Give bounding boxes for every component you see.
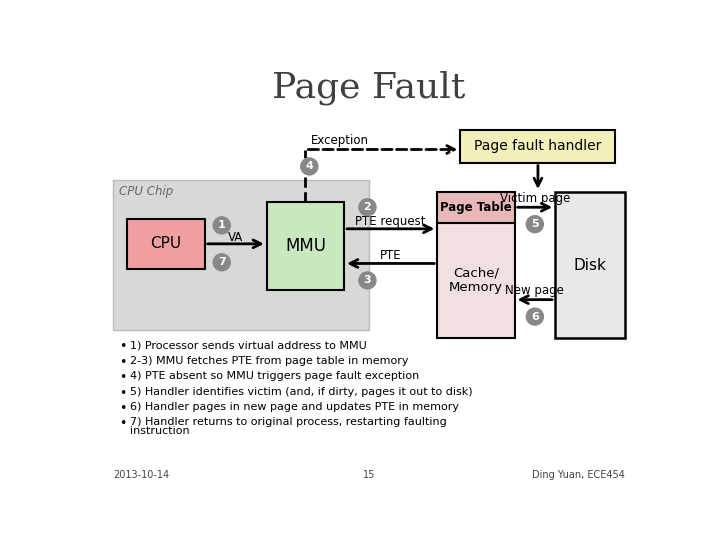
Text: PTE request: PTE request bbox=[356, 214, 426, 228]
Text: •: • bbox=[119, 387, 126, 400]
Bar bbox=[461, 130, 616, 163]
Text: 6) Handler pages in new page and updates PTE in memory: 6) Handler pages in new page and updates… bbox=[130, 402, 459, 412]
Text: Page fault handler: Page fault handler bbox=[474, 139, 602, 153]
Text: instruction: instruction bbox=[130, 426, 190, 436]
Text: 5: 5 bbox=[531, 219, 539, 229]
Bar bbox=[127, 219, 204, 269]
Bar bbox=[266, 202, 344, 291]
Circle shape bbox=[359, 199, 376, 215]
Bar bbox=[437, 192, 515, 222]
Text: 3: 3 bbox=[364, 275, 372, 286]
Text: 4: 4 bbox=[305, 161, 313, 171]
Bar bbox=[555, 192, 625, 338]
Text: •: • bbox=[119, 340, 126, 354]
Text: MMU: MMU bbox=[285, 237, 326, 255]
Text: CPU Chip: CPU Chip bbox=[120, 185, 174, 198]
Text: 1) Processor sends virtual address to MMU: 1) Processor sends virtual address to MM… bbox=[130, 340, 367, 350]
Text: Ding Yuan, ECE454: Ding Yuan, ECE454 bbox=[532, 470, 625, 480]
Text: 7: 7 bbox=[218, 257, 225, 267]
Text: Exception: Exception bbox=[311, 134, 369, 147]
Circle shape bbox=[213, 254, 230, 271]
Circle shape bbox=[213, 217, 230, 234]
Text: 15: 15 bbox=[363, 470, 375, 480]
Text: 2013-10-14: 2013-10-14 bbox=[113, 470, 169, 480]
Text: •: • bbox=[119, 417, 126, 430]
Text: 5) Handler identifies victim (and, if dirty, pages it out to disk): 5) Handler identifies victim (and, if di… bbox=[130, 387, 473, 397]
Text: 6: 6 bbox=[531, 312, 539, 322]
Text: Page Table: Page Table bbox=[440, 201, 512, 214]
Text: VA: VA bbox=[228, 231, 243, 244]
Text: Victim page: Victim page bbox=[500, 192, 570, 205]
Text: Disk: Disk bbox=[573, 258, 606, 273]
Text: •: • bbox=[119, 402, 126, 415]
Circle shape bbox=[526, 215, 544, 233]
Text: CPU: CPU bbox=[150, 237, 181, 251]
Text: 1: 1 bbox=[218, 220, 225, 231]
Text: 2: 2 bbox=[364, 202, 372, 212]
Circle shape bbox=[359, 272, 376, 289]
Circle shape bbox=[301, 158, 318, 175]
Bar bbox=[113, 180, 369, 330]
Text: •: • bbox=[119, 356, 126, 369]
Text: Cache/
Memory: Cache/ Memory bbox=[449, 266, 503, 294]
Text: Page Fault: Page Fault bbox=[272, 71, 466, 105]
Text: PTE: PTE bbox=[380, 249, 402, 262]
Bar bbox=[437, 222, 515, 338]
Circle shape bbox=[526, 308, 544, 325]
Text: 7) Handler returns to original process, restarting faulting: 7) Handler returns to original process, … bbox=[130, 417, 447, 428]
Text: New page: New page bbox=[505, 284, 564, 297]
Text: 2-3) MMU fetches PTE from page table in memory: 2-3) MMU fetches PTE from page table in … bbox=[130, 356, 409, 366]
Text: 4) PTE absent so MMU triggers page fault exception: 4) PTE absent so MMU triggers page fault… bbox=[130, 372, 420, 381]
Text: •: • bbox=[119, 372, 126, 384]
